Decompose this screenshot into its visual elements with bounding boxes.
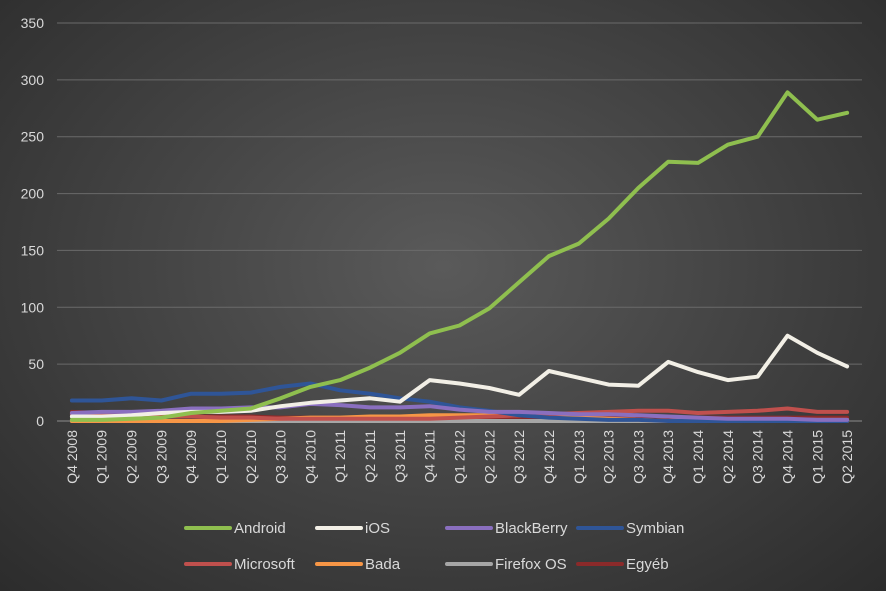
series-line-blackberry — [69, 401, 850, 422]
series-lines — [69, 90, 850, 423]
y-tick-label: 100 — [21, 299, 45, 315]
x-tick-label: Q3 2013 — [630, 430, 646, 484]
x-tick-label: Q2 2010 — [243, 430, 259, 484]
legend-item: BlackBerry — [445, 520, 568, 537]
x-tick-label: Q1 2012 — [452, 430, 468, 484]
y-axis: 0 50 100 150 200 250 300 350 — [21, 15, 45, 429]
legend-label: Microsoft — [234, 556, 296, 573]
x-tick-label: Q1 2015 — [809, 430, 825, 484]
x-tick-label: Q1 2011 — [332, 430, 348, 483]
legend-label: Bada — [365, 556, 401, 573]
x-tick-label: Q4 2013 — [660, 430, 676, 484]
x-tick-label: Q3 2009 — [153, 430, 169, 484]
y-tick-label: 50 — [28, 356, 44, 372]
x-tick-label: Q2 2009 — [124, 430, 140, 484]
x-tick-label: Q1 2013 — [571, 430, 587, 484]
x-tick-label: Q2 2014 — [720, 430, 736, 484]
legend-item: Egyéb — [576, 556, 669, 573]
legend-item: Firefox OS — [445, 556, 567, 573]
legend-item: Symbian — [576, 520, 684, 537]
x-tick-label: Q4 2010 — [302, 430, 318, 484]
legend-label: Firefox OS — [495, 556, 567, 573]
y-tick-label: 350 — [21, 15, 45, 31]
legend-label: iOS — [365, 520, 390, 537]
x-tick-label: Q4 2011 — [422, 430, 438, 483]
y-tick-label: 200 — [21, 186, 45, 202]
x-tick-label: Q4 2012 — [541, 430, 557, 484]
x-tick-label: Q3 2011 — [392, 430, 408, 483]
legend-label: Symbian — [626, 520, 684, 537]
legend-item: iOS — [315, 520, 390, 537]
series-line-android — [69, 90, 850, 422]
x-axis: Q4 2008 Q1 2009 Q2 2009 Q3 2009 Q4 2009 Q1 20… — [64, 430, 855, 484]
x-tick-label: Q2 2013 — [601, 430, 617, 484]
x-tick-label: Q1 2010 — [213, 430, 229, 484]
legend-label: Egyéb — [626, 556, 669, 573]
y-tick-label: 0 — [36, 413, 44, 429]
x-tick-label: Q3 2012 — [511, 430, 527, 484]
legend-item: Microsoft — [184, 556, 296, 573]
legend-label: Android — [234, 520, 286, 537]
y-tick-label: 250 — [21, 129, 45, 145]
y-tick-label: 150 — [21, 242, 45, 258]
x-tick-label: Q4 2009 — [183, 430, 199, 484]
legend: Android iOS BlackBerry Symbian Microsoft Bada… — [184, 520, 684, 573]
x-tick-label: Q2 2011 — [362, 430, 378, 483]
x-tick-label: Q4 2014 — [779, 430, 795, 484]
legend-label: BlackBerry — [495, 520, 568, 537]
x-tick-label: Q2 2015 — [839, 430, 855, 484]
x-tick-label: Q3 2010 — [273, 430, 289, 484]
x-tick-label: Q4 2008 — [64, 430, 80, 484]
x-tick-label: Q3 2014 — [750, 430, 766, 484]
x-tick-label: Q1 2014 — [690, 430, 706, 484]
legend-item: Android — [184, 520, 286, 537]
legend-item: Bada — [315, 556, 401, 573]
x-tick-label: Q1 2009 — [94, 430, 110, 484]
y-tick-label: 300 — [21, 72, 45, 88]
series-line-microsoft — [69, 406, 850, 421]
gridlines — [57, 22, 862, 422]
series-line-ios — [69, 333, 850, 419]
x-tick-label: Q2 2012 — [481, 430, 497, 484]
series-line-symbian — [69, 381, 850, 423]
